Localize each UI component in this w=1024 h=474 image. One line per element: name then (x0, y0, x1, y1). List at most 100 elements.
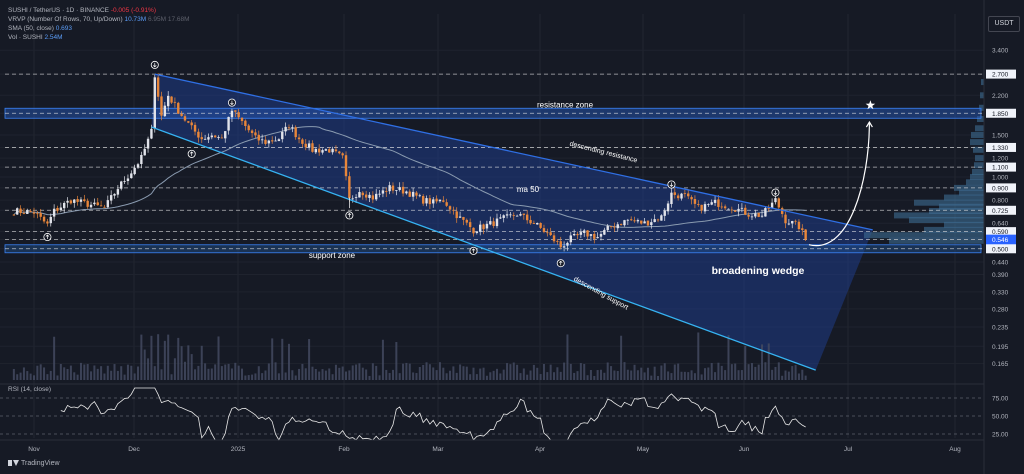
candle[interactable] (378, 193, 381, 195)
candle[interactable] (717, 199, 720, 207)
candle[interactable] (103, 206, 106, 208)
candle[interactable] (348, 176, 351, 199)
candle[interactable] (747, 214, 750, 217)
candle[interactable] (583, 230, 586, 233)
candle[interactable] (579, 232, 583, 235)
candle[interactable] (596, 237, 599, 239)
candle[interactable] (267, 140, 271, 144)
candle[interactable] (177, 102, 180, 114)
candle[interactable] (193, 124, 197, 132)
candle[interactable] (680, 193, 683, 199)
candle[interactable] (153, 77, 156, 129)
candle[interactable] (619, 224, 623, 226)
candle[interactable] (354, 197, 358, 198)
candle[interactable] (640, 220, 643, 224)
candle[interactable] (700, 204, 703, 211)
candle[interactable] (616, 224, 619, 229)
candle[interactable] (529, 219, 532, 224)
candle[interactable] (787, 223, 791, 225)
candle[interactable] (76, 199, 79, 202)
candle[interactable] (670, 192, 673, 205)
candle[interactable] (381, 190, 385, 194)
candle[interactable] (536, 222, 539, 225)
candle[interactable] (455, 211, 458, 219)
candle[interactable] (317, 148, 321, 153)
candle[interactable] (489, 221, 492, 225)
candle[interactable] (59, 207, 63, 211)
candle[interactable] (462, 217, 465, 220)
candle[interactable] (244, 120, 247, 127)
candle[interactable] (482, 224, 485, 230)
candle[interactable] (120, 181, 123, 189)
candle[interactable] (415, 192, 418, 196)
candle[interactable] (629, 219, 633, 221)
candle[interactable] (93, 202, 96, 205)
candle[interactable] (408, 191, 411, 197)
candle[interactable] (754, 213, 757, 217)
candle[interactable] (515, 215, 519, 217)
candle[interactable] (650, 222, 653, 226)
candle[interactable] (438, 199, 442, 202)
candle[interactable] (512, 215, 515, 217)
candle[interactable] (646, 220, 650, 226)
candle[interactable] (277, 139, 281, 142)
candle[interactable] (264, 139, 267, 144)
candle[interactable] (727, 208, 730, 210)
candle[interactable] (737, 208, 740, 212)
candle[interactable] (307, 143, 311, 148)
candle[interactable] (539, 222, 542, 228)
candle[interactable] (549, 232, 552, 236)
candle[interactable] (140, 154, 143, 165)
candle[interactable] (230, 110, 234, 118)
candle[interactable] (36, 213, 39, 215)
candle[interactable] (240, 117, 244, 122)
candle[interactable] (636, 220, 640, 222)
candle[interactable] (532, 223, 536, 224)
candle[interactable] (693, 199, 697, 204)
candle[interactable] (79, 199, 83, 202)
candle[interactable] (368, 194, 371, 198)
candle[interactable] (656, 219, 660, 221)
candle[interactable] (281, 131, 284, 140)
candle[interactable] (52, 208, 56, 217)
candle[interactable] (160, 96, 163, 116)
candle[interactable] (613, 226, 616, 228)
candle[interactable] (401, 186, 405, 194)
candle[interactable] (163, 105, 167, 117)
candle[interactable] (572, 234, 576, 236)
candle[interactable] (106, 200, 110, 208)
candle[interactable] (364, 194, 368, 198)
candle[interactable] (358, 192, 361, 198)
candle[interactable] (173, 101, 177, 103)
candle[interactable] (791, 221, 794, 224)
candle[interactable] (146, 138, 150, 149)
candle[interactable] (187, 121, 190, 123)
candle[interactable] (207, 137, 210, 140)
candle[interactable] (599, 233, 603, 237)
candle[interactable] (338, 151, 341, 154)
candle[interactable] (210, 135, 214, 138)
candle[interactable] (586, 230, 589, 237)
candle[interactable] (56, 207, 59, 211)
candle[interactable] (509, 214, 512, 216)
candle[interactable] (767, 208, 770, 209)
candle[interactable] (213, 135, 217, 138)
candle[interactable] (351, 198, 354, 200)
legend-vrvp-row[interactable]: VRVP (Number Of Rows, 70, Up/Down) 10.73… (8, 15, 190, 24)
candle[interactable] (46, 221, 49, 224)
candle[interactable] (133, 167, 136, 175)
candle[interactable] (593, 233, 596, 239)
candle[interactable] (432, 199, 435, 204)
descending-support-line[interactable] (151, 126, 816, 371)
candle[interactable] (334, 149, 338, 152)
candle[interactable] (801, 228, 804, 231)
descending-resistance-line[interactable] (154, 73, 873, 231)
candle[interactable] (777, 198, 781, 208)
candle[interactable] (391, 185, 395, 191)
candle[interactable] (190, 122, 193, 126)
candle[interactable] (519, 214, 522, 216)
candle[interactable] (294, 127, 297, 138)
candle[interactable] (653, 219, 656, 223)
candle[interactable] (475, 231, 479, 233)
candle[interactable] (254, 132, 257, 136)
